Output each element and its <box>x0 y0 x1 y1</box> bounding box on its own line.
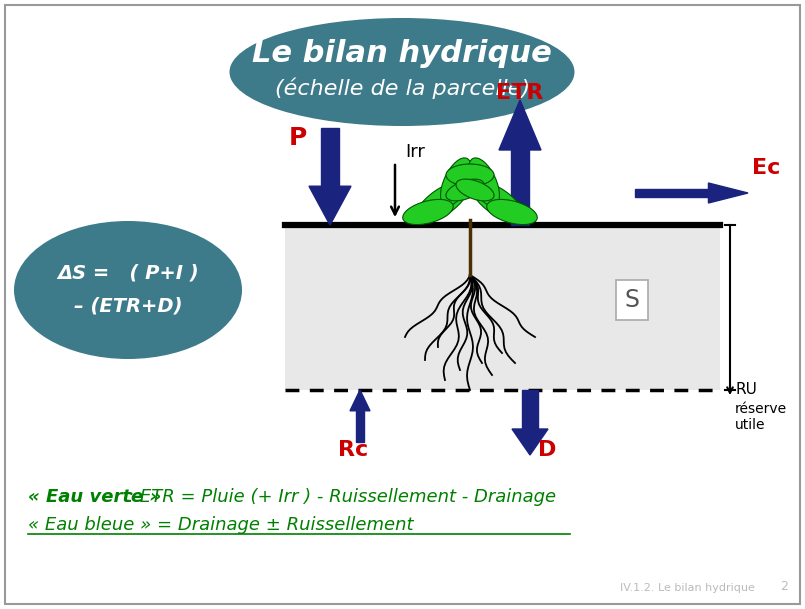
Text: D: D <box>538 440 556 460</box>
Text: S: S <box>625 288 639 312</box>
Text: ETR: ETR <box>497 83 543 103</box>
Text: IV.1.2. Le bilan hydrique: IV.1.2. Le bilan hydrique <box>620 583 755 593</box>
Text: « Eau bleue » = Drainage ± Ruissellement: « Eau bleue » = Drainage ± Ruissellement <box>28 516 414 534</box>
Ellipse shape <box>469 158 499 206</box>
Text: – (ETR+D): – (ETR+D) <box>74 297 182 315</box>
Ellipse shape <box>415 181 469 223</box>
Text: Irr: Irr <box>405 143 425 161</box>
Polygon shape <box>499 100 541 150</box>
Polygon shape <box>350 390 370 411</box>
Ellipse shape <box>472 181 525 223</box>
Ellipse shape <box>440 158 472 206</box>
Bar <box>511 150 529 225</box>
Bar <box>285 225 720 390</box>
Text: réserve
utile: réserve utile <box>735 402 787 432</box>
Ellipse shape <box>456 179 494 201</box>
Bar <box>356 411 364 442</box>
Polygon shape <box>512 429 548 455</box>
Text: Rc: Rc <box>338 440 368 460</box>
Text: Le bilan hydrique: Le bilan hydrique <box>252 38 552 68</box>
Text: (échelle de la parcelle): (échelle de la parcelle) <box>275 77 530 99</box>
Polygon shape <box>309 186 351 225</box>
Bar <box>522 390 538 429</box>
Polygon shape <box>708 183 748 203</box>
Bar <box>635 189 708 197</box>
Ellipse shape <box>487 199 537 225</box>
Ellipse shape <box>229 18 575 126</box>
Text: ΔS =   ( P+I ): ΔS = ( P+I ) <box>57 264 199 283</box>
Text: P: P <box>289 126 308 150</box>
Text: RU: RU <box>735 382 757 397</box>
Text: Ec: Ec <box>752 158 780 178</box>
Ellipse shape <box>402 199 453 225</box>
Text: : ETR = Pluie (+ Irr ) - Ruissellement - Drainage: : ETR = Pluie (+ Irr ) - Ruissellement -… <box>128 488 556 506</box>
Bar <box>321 128 339 186</box>
Text: 2: 2 <box>780 580 788 593</box>
Ellipse shape <box>14 221 242 359</box>
Ellipse shape <box>446 164 494 186</box>
Text: « Eau verte »: « Eau verte » <box>28 488 161 506</box>
Ellipse shape <box>446 179 484 201</box>
